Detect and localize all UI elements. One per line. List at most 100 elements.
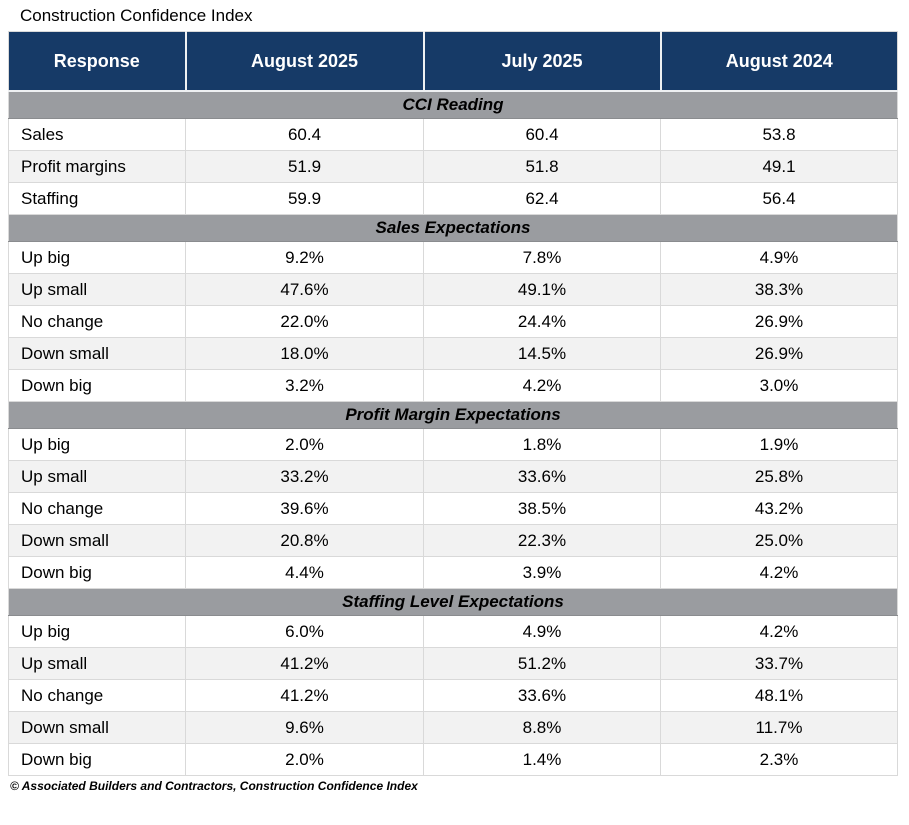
table-row: No change 41.2% 33.6% 48.1% — [8, 679, 898, 712]
section-row-profit-margin-expectations: Profit Margin Expectations — [8, 401, 898, 429]
row-value: 60.4 — [185, 118, 424, 151]
row-value: 51.9 — [185, 150, 424, 183]
table-row: No change 22.0% 24.4% 26.9% — [8, 305, 898, 338]
row-label: Down small — [8, 337, 186, 370]
source-attribution: © Associated Builders and Contractors, C… — [10, 779, 418, 793]
row-value: 26.9% — [660, 337, 898, 370]
row-value: 4.9% — [660, 241, 898, 274]
row-value: 41.2% — [185, 679, 424, 712]
table-row: Down small 20.8% 22.3% 25.0% — [8, 524, 898, 557]
row-value: 25.0% — [660, 524, 898, 557]
table-row: Down small 9.6% 8.8% 11.7% — [8, 711, 898, 744]
row-value: 33.7% — [660, 647, 898, 680]
section-title: Staffing Level Expectations — [8, 588, 898, 616]
row-value: 14.5% — [423, 337, 661, 370]
section-row-cci-reading: CCI Reading — [8, 90, 898, 119]
row-label: Down small — [8, 711, 186, 744]
row-value: 25.8% — [660, 460, 898, 493]
row-value: 59.9 — [185, 182, 424, 215]
table-row: Sales 60.4 60.4 53.8 — [8, 118, 898, 151]
row-value: 48.1% — [660, 679, 898, 712]
row-value: 8.8% — [423, 711, 661, 744]
row-value: 4.2% — [660, 556, 898, 589]
row-value: 33.6% — [423, 679, 661, 712]
row-value: 2.3% — [660, 743, 898, 776]
row-label: Down big — [8, 743, 186, 776]
row-value: 4.4% — [185, 556, 424, 589]
table-row: Profit margins 51.9 51.8 49.1 — [8, 150, 898, 183]
section-row-sales-expectations: Sales Expectations — [8, 214, 898, 242]
col-header-august-2024: August 2024 — [660, 31, 898, 92]
row-label: Profit margins — [8, 150, 186, 183]
table-row: Up small 33.2% 33.6% 25.8% — [8, 460, 898, 493]
col-header-august-2025: August 2025 — [185, 31, 425, 92]
row-value: 2.0% — [185, 743, 424, 776]
page-title: Construction Confidence Index — [20, 6, 253, 25]
row-value: 2.0% — [185, 428, 424, 461]
row-label: Down big — [8, 556, 186, 589]
row-value: 7.8% — [423, 241, 661, 274]
table-row: Down big 4.4% 3.9% 4.2% — [8, 556, 898, 589]
table-row: Up small 47.6% 49.1% 38.3% — [8, 273, 898, 306]
row-label: No change — [8, 492, 186, 525]
section-title: Profit Margin Expectations — [8, 401, 898, 429]
col-header-response: Response — [8, 31, 187, 92]
table-row: Up small 41.2% 51.2% 33.7% — [8, 647, 898, 680]
table-row: No change 39.6% 38.5% 43.2% — [8, 492, 898, 525]
row-value: 3.2% — [185, 369, 424, 402]
row-value: 3.0% — [660, 369, 898, 402]
row-value: 38.3% — [660, 273, 898, 306]
table-row: Down big 3.2% 4.2% 3.0% — [8, 369, 898, 402]
row-value: 56.4 — [660, 182, 898, 215]
row-value: 39.6% — [185, 492, 424, 525]
row-label: Staffing — [8, 182, 186, 215]
table-row: Staffing 59.9 62.4 56.4 — [8, 182, 898, 215]
row-value: 62.4 — [423, 182, 661, 215]
row-value: 4.2% — [660, 615, 898, 648]
col-header-july-2025: July 2025 — [423, 31, 662, 92]
row-value: 51.2% — [423, 647, 661, 680]
row-label: Up small — [8, 647, 186, 680]
section-row-staffing-level-expectations: Staffing Level Expectations — [8, 588, 898, 616]
section-title: CCI Reading — [8, 90, 898, 119]
row-label: Up big — [8, 428, 186, 461]
row-label: No change — [8, 679, 186, 712]
cci-table: Response August 2025 July 2025 August 2024 … — [8, 31, 898, 776]
row-value: 3.9% — [423, 556, 661, 589]
row-value: 24.4% — [423, 305, 661, 338]
table-row: Up big 6.0% 4.9% 4.2% — [8, 615, 898, 648]
row-value: 1.4% — [423, 743, 661, 776]
row-label: Up big — [8, 615, 186, 648]
section-title: Sales Expectations — [8, 214, 898, 242]
row-value: 49.1% — [423, 273, 661, 306]
row-value: 9.6% — [185, 711, 424, 744]
table-header-row: Response August 2025 July 2025 August 2024 — [8, 31, 898, 92]
row-value: 1.9% — [660, 428, 898, 461]
row-value: 47.6% — [185, 273, 424, 306]
row-value: 1.8% — [423, 428, 661, 461]
row-label: No change — [8, 305, 186, 338]
row-value: 33.6% — [423, 460, 661, 493]
row-value: 4.9% — [423, 615, 661, 648]
row-value: 49.1 — [660, 150, 898, 183]
row-value: 53.8 — [660, 118, 898, 151]
row-value: 6.0% — [185, 615, 424, 648]
row-label: Down small — [8, 524, 186, 557]
row-value: 43.2% — [660, 492, 898, 525]
row-label: Down big — [8, 369, 186, 402]
row-value: 38.5% — [423, 492, 661, 525]
row-value: 26.9% — [660, 305, 898, 338]
row-label: Up small — [8, 273, 186, 306]
table-row: Up big 2.0% 1.8% 1.9% — [8, 428, 898, 461]
row-value: 4.2% — [423, 369, 661, 402]
row-value: 51.8 — [423, 150, 661, 183]
row-label: Sales — [8, 118, 186, 151]
row-value: 60.4 — [423, 118, 661, 151]
table-row: Up big 9.2% 7.8% 4.9% — [8, 241, 898, 274]
row-label: Up small — [8, 460, 186, 493]
row-value: 22.0% — [185, 305, 424, 338]
row-value: 22.3% — [423, 524, 661, 557]
row-value: 9.2% — [185, 241, 424, 274]
table-row: Down big 2.0% 1.4% 2.3% — [8, 743, 898, 776]
